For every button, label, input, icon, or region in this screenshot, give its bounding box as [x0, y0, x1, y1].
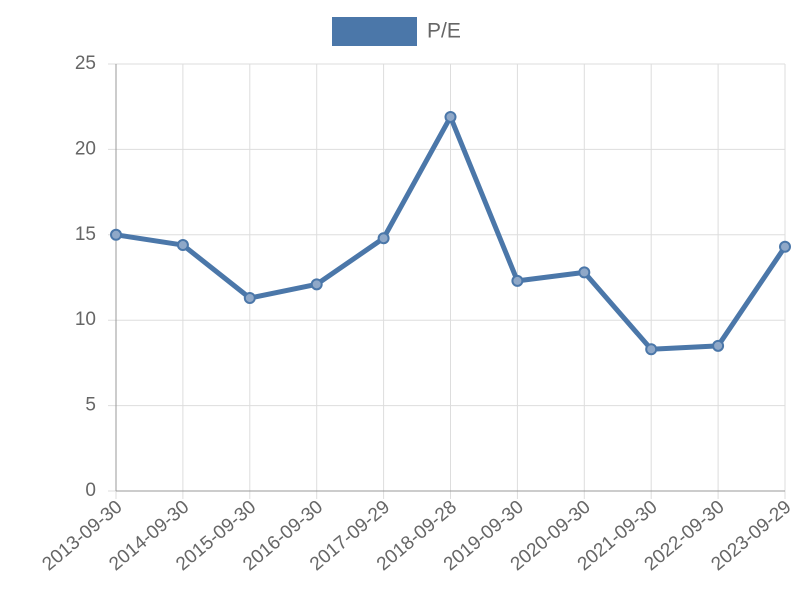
data-point: [377, 232, 390, 245]
data-point: [712, 339, 725, 352]
data-point: [243, 291, 256, 304]
data-point: [310, 278, 323, 291]
y-tick-label: 25: [75, 53, 96, 74]
y-tick-label: 10: [75, 309, 96, 330]
data-point: [578, 266, 591, 279]
y-tick-label: 20: [75, 138, 96, 159]
data-point: [779, 240, 791, 253]
y-tick-label: 5: [85, 395, 96, 416]
data-point: [444, 110, 457, 123]
legend-swatch: [332, 17, 417, 46]
data-point: [176, 239, 189, 252]
y-tick-label: 15: [75, 224, 96, 245]
legend-label: P/E: [427, 20, 461, 43]
data-point: [645, 343, 658, 356]
data-point: [110, 228, 122, 241]
y-tick-label: 0: [85, 480, 96, 501]
data-point: [511, 274, 524, 287]
